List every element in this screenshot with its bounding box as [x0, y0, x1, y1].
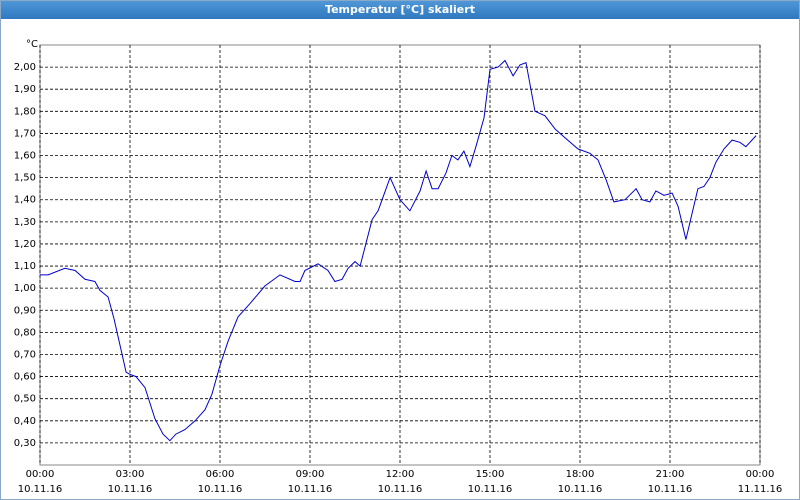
x-tick-label: 12:00: [386, 469, 415, 480]
data-line: [40, 59, 757, 442]
x-tick-label: 00:00: [746, 469, 775, 480]
x-tick-date: 10.11.16: [558, 484, 603, 495]
x-tick-label: 15:00: [476, 469, 505, 480]
x-tick-date: 10.11.16: [198, 484, 243, 495]
y-tick-label: 1,90: [14, 84, 36, 95]
y-tick-label: 0,50: [14, 394, 36, 405]
y-tick-label: 1,60: [14, 151, 36, 162]
x-tick-label: 06:00: [206, 469, 235, 480]
y-tick-label: 1,20: [14, 239, 36, 250]
y-tick-label: 0,60: [14, 372, 36, 383]
y-tick-label: 0,80: [14, 327, 36, 338]
y-tick-label: 0,30: [14, 438, 36, 449]
x-tick-label: 18:00: [566, 469, 595, 480]
x-tick-label: 21:00: [656, 469, 685, 480]
y-tick-label: 0,70: [14, 349, 36, 360]
x-tick-date: 10.11.16: [648, 484, 693, 495]
y-tick-label: 0,40: [14, 416, 36, 427]
x-tick-label: 03:00: [116, 469, 145, 480]
y-tick-label: 2,00: [14, 62, 36, 73]
y-tick-label: 1,30: [14, 217, 36, 228]
y-tick-label: 0,90: [14, 305, 36, 316]
y-tick-label: 1,70: [14, 128, 36, 139]
y-tick-label: 1,80: [14, 106, 36, 117]
y-tick-label: 1,40: [14, 195, 36, 206]
title-bar: Temperatur [°C] skaliert: [1, 1, 799, 19]
x-tick-date: 11.11.16: [738, 484, 783, 495]
x-tick-date: 10.11.16: [108, 484, 153, 495]
x-tick-date: 10.11.16: [288, 484, 333, 495]
y-tick-label: 1,10: [14, 261, 36, 272]
y-unit: °C: [26, 39, 38, 50]
x-tick-label: 00:00: [26, 469, 55, 480]
x-tick-label: 09:00: [296, 469, 325, 480]
y-tick-label: 1,50: [14, 173, 36, 184]
x-tick-date: 10.11.16: [468, 484, 513, 495]
x-tick-date: 10.11.16: [18, 484, 63, 495]
y-tick-label: 1,00: [14, 283, 36, 294]
x-tick-date: 10.11.16: [378, 484, 423, 495]
